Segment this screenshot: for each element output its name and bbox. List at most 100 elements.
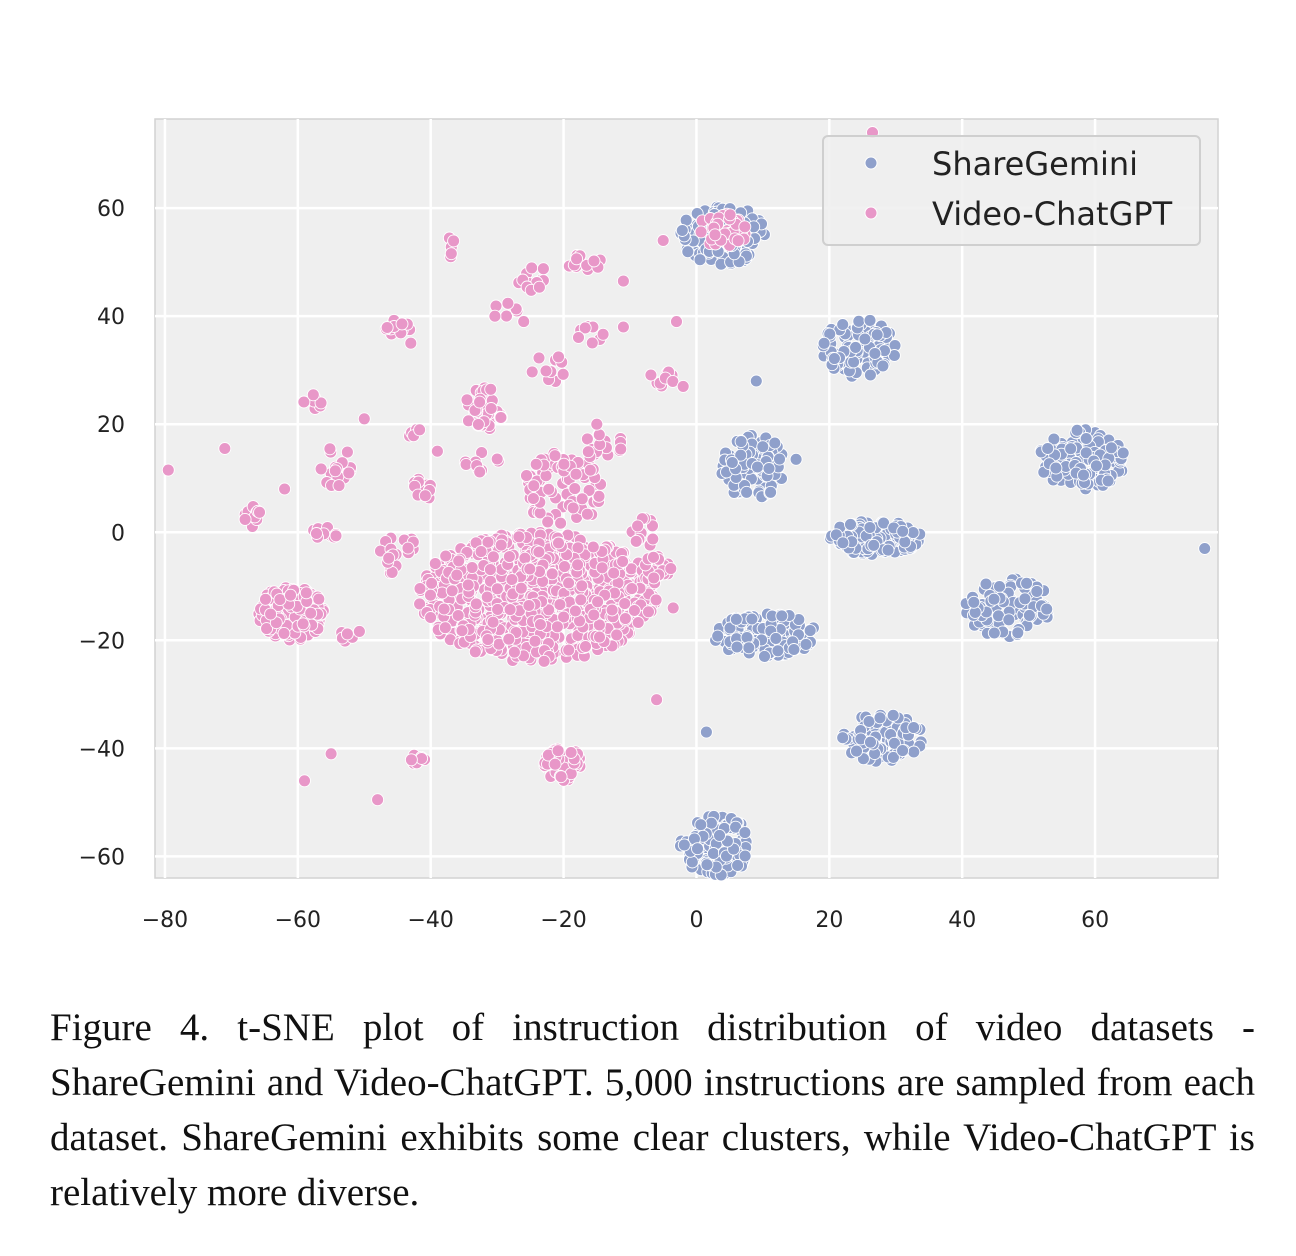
sharegemini-point (847, 355, 861, 369)
sharegemini-point (1011, 626, 1025, 640)
figure-caption: Figure 4. t-SNE plot of instruction dist… (50, 1006, 1255, 1214)
sharegemini-point (836, 318, 850, 331)
video-chatgpt-point (328, 464, 342, 478)
video-chatgpt-point (587, 608, 601, 622)
video-chatgpt-point (518, 551, 532, 565)
sharegemini-point (850, 744, 863, 758)
video-chatgpt-point (484, 402, 498, 415)
sharegemini-point (862, 715, 876, 728)
sharegemini-point (685, 855, 699, 869)
video-chatgpt-point (527, 479, 541, 493)
sharegemini-point (803, 624, 817, 638)
sharegemini-point (1047, 432, 1061, 446)
video-chatgpt-point (259, 592, 272, 606)
sharegemini-point (852, 314, 866, 328)
video-chatgpt-point (483, 563, 497, 577)
video-chatgpt-point (332, 479, 346, 493)
sharegemini-point (758, 649, 771, 663)
video-chatgpt-point (731, 234, 745, 248)
sharegemini-point (1198, 542, 1212, 555)
sharegemini-point (876, 359, 890, 373)
video-chatgpt-point (647, 571, 661, 585)
video-chatgpt-point (484, 382, 498, 396)
legend-marker-video-chatgpt (864, 206, 878, 220)
video-chatgpt-point (582, 483, 596, 497)
video-chatgpt-point (380, 321, 394, 334)
video-chatgpt-point (304, 606, 318, 620)
video-chatgpt-point (413, 582, 427, 596)
sharegemini-point (844, 517, 857, 531)
video-chatgpt-point (591, 595, 605, 609)
video-chatgpt-point (564, 746, 578, 759)
sharegemini-point (756, 440, 770, 454)
video-chatgpt-point (494, 538, 508, 552)
video-chatgpt-point (592, 428, 606, 442)
video-chatgpt-point (542, 603, 556, 617)
sharegemini-point (738, 849, 752, 863)
x-tick-label: −20 (540, 908, 586, 933)
video-chatgpt-point (494, 411, 508, 424)
tsne-scatter-chart: −80 −60 −40 −20 0 20 40 60 −60 −40 −20 0 20 40 60 Sha… (79, 118, 1219, 933)
video-chatgpt-point (583, 463, 597, 477)
video-chatgpt-point (616, 274, 630, 288)
sharegemini-point (693, 253, 707, 267)
video-chatgpt-point (473, 395, 487, 409)
video-chatgpt-point (587, 254, 601, 268)
video-chatgpt-point (490, 582, 504, 596)
sharegemini-point (731, 858, 745, 872)
video-chatgpt-point (299, 586, 313, 600)
video-chatgpt-point (342, 466, 356, 480)
video-chatgpt-point (455, 624, 469, 638)
video-chatgpt-point (552, 350, 565, 364)
video-chatgpt-point (593, 630, 606, 644)
legend-box (822, 135, 1201, 246)
video-chatgpt-point (738, 220, 752, 234)
video-chatgpt-point (647, 550, 660, 564)
video-chatgpt-point (502, 632, 516, 646)
video-chatgpt-point (459, 457, 473, 471)
x-tick-label: 60 (1081, 908, 1109, 933)
video-chatgpt-point (551, 744, 565, 758)
video-chatgpt-point (548, 757, 562, 771)
x-tick-label: 40 (948, 908, 976, 933)
video-chatgpt-point (605, 603, 619, 617)
sharegemini-point (863, 313, 877, 327)
sharegemini-point (1077, 468, 1090, 482)
video-chatgpt-point (570, 252, 584, 266)
video-chatgpt-point (556, 367, 570, 381)
video-chatgpt-point (566, 501, 580, 515)
video-chatgpt-point (586, 540, 600, 554)
sharegemini-point (817, 336, 831, 350)
video-chatgpt-point (607, 566, 621, 580)
video-chatgpt-point (329, 529, 343, 543)
sharegemini-point (734, 435, 748, 449)
sharegemini-point (1116, 446, 1130, 460)
video-chatgpt-point (580, 432, 594, 446)
video-chatgpt-point (323, 442, 337, 456)
sharegemini-point (979, 577, 993, 591)
video-chatgpt-point (666, 601, 680, 615)
video-chatgpt-point (445, 584, 459, 598)
video-chatgpt-point (260, 622, 274, 636)
video-chatgpt-point (371, 793, 385, 807)
sharegemini-point (886, 708, 900, 722)
sharegemini-point (836, 731, 850, 745)
sharegemini-point (849, 340, 863, 354)
video-chatgpt-point (481, 535, 495, 549)
sharegemini-point (729, 612, 743, 626)
sharegemini-point (863, 368, 877, 382)
sharegemini-point (993, 580, 1006, 593)
video-chatgpt-point (512, 530, 526, 544)
sharegemini-point (738, 826, 752, 840)
video-chatgpt-point (507, 645, 521, 659)
x-tick-label: 0 (689, 908, 703, 933)
y-tick-label: 20 (97, 413, 125, 438)
video-chatgpt-point (298, 774, 311, 788)
sharegemini-point (1041, 442, 1055, 455)
sharegemini-point (711, 629, 725, 643)
y-tick-label: −60 (79, 845, 125, 870)
video-chatgpt-point (649, 593, 663, 607)
sharegemini-point (734, 448, 748, 462)
video-chatgpt-point (522, 599, 536, 612)
video-chatgpt-point (708, 228, 722, 242)
